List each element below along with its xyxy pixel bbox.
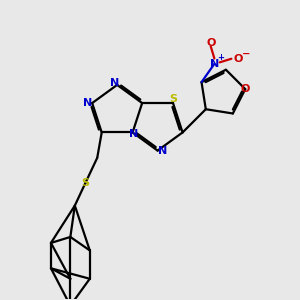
Text: −: − [242,49,250,59]
Text: N: N [158,146,168,156]
Text: N: N [130,129,139,139]
Text: O: O [241,84,250,94]
Text: N: N [210,59,219,69]
Text: N: N [83,98,92,108]
Text: O: O [234,54,243,64]
Text: S: S [169,94,177,104]
Text: N: N [110,78,119,88]
Text: O: O [206,38,215,48]
Text: S: S [81,178,89,188]
Text: +: + [218,53,224,62]
